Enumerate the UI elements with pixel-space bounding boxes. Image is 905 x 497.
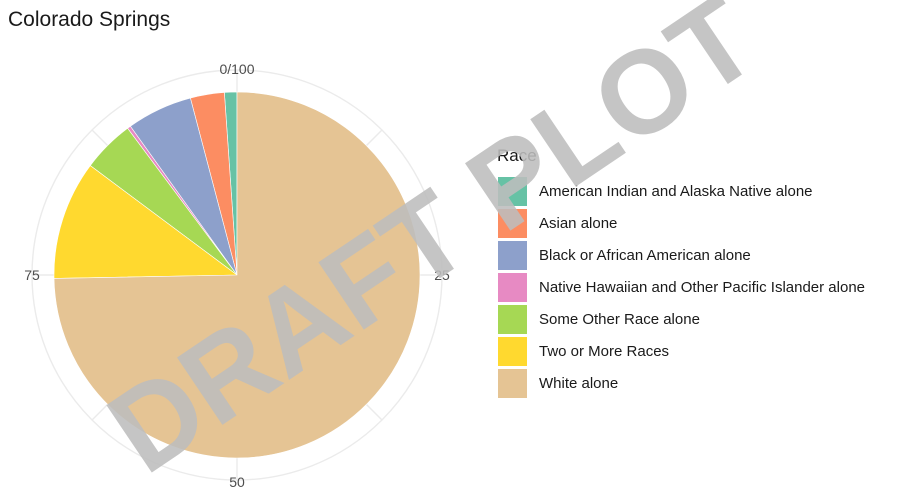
tick-label: 0/100 bbox=[219, 61, 254, 77]
chart-title: Colorado Springs bbox=[8, 8, 171, 31]
legend-item: Black or African American alone bbox=[497, 240, 905, 272]
legend-label: Some Other Race alone bbox=[539, 311, 700, 328]
legend-item: Native Hawaiian and Other Pacific Island… bbox=[497, 272, 905, 304]
legend-label: Asian alone bbox=[539, 215, 618, 232]
tick-label: 75 bbox=[24, 267, 40, 283]
legend-swatch bbox=[498, 337, 527, 366]
legend-item: American Indian and Alaska Native alone bbox=[497, 176, 905, 208]
legend-label: Black or African American alone bbox=[539, 247, 751, 264]
legend-item: Some Other Race alone bbox=[497, 304, 905, 336]
legend-swatch bbox=[498, 209, 527, 238]
pie-slice-5 bbox=[53, 165, 238, 279]
tick-label: 50 bbox=[229, 474, 245, 490]
legend-swatch bbox=[498, 305, 527, 334]
legend-label: White alone bbox=[539, 375, 619, 392]
legend-title: Race bbox=[497, 146, 537, 165]
legend-label: Native Hawaiian and Other Pacific Island… bbox=[539, 279, 866, 296]
angle-tick-labels: 0/100 25 50 75 bbox=[24, 61, 450, 490]
legend-label: Two or More Races bbox=[539, 343, 670, 360]
legend-item: Two or More Races bbox=[497, 336, 905, 368]
legend-label: American Indian and Alaska Native alone bbox=[539, 183, 813, 200]
legend-item: Asian alone bbox=[497, 208, 905, 240]
legend-swatch bbox=[498, 241, 527, 270]
legend-item: White alone bbox=[497, 368, 905, 400]
pie-slices bbox=[53, 91, 421, 459]
tick-label: 25 bbox=[434, 267, 450, 283]
legend-swatch bbox=[498, 273, 527, 302]
legend-swatch bbox=[498, 177, 527, 206]
pie-slice-6 bbox=[53, 91, 421, 459]
legend-swatch bbox=[498, 369, 527, 398]
